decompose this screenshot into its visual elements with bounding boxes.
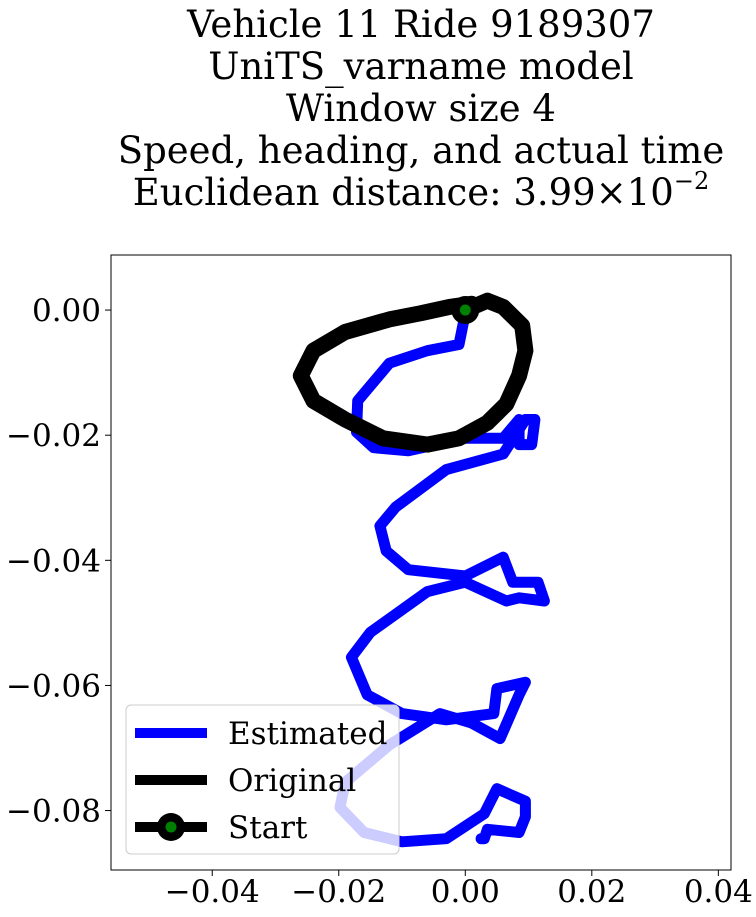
x-tick-label: 0.00: [431, 874, 500, 910]
y-tick-label: −0.06: [6, 668, 101, 704]
legend-start-marker-center: [165, 821, 177, 833]
legend-box: [125, 704, 400, 855]
distance-exponent: −2: [673, 167, 710, 195]
distance-mantissa: 3.99: [513, 171, 596, 214]
distance-times: ×: [595, 171, 627, 214]
legend-label-estimated: Estimated: [228, 716, 387, 752]
y-tick-label: −0.02: [6, 418, 101, 454]
x-tick-label: 0.04: [684, 874, 753, 910]
ticks-layer: −0.04 −0.02 0.00 0.02 0.04 0.00 −0.02 −0.04 −0.0…: [6, 293, 753, 910]
distance-prefix: Euclidean distance:: [132, 171, 514, 214]
title-line-4: Speed, heading, and actual time: [117, 129, 725, 172]
x-tick-label: 0.02: [557, 874, 626, 910]
legend: Estimated Original Start: [125, 704, 400, 855]
title-line-2: UniTS_varname model: [208, 45, 634, 88]
legend-label-original: Original: [228, 763, 356, 799]
start-marker-center: [459, 304, 471, 316]
axes-frame: [110, 254, 732, 871]
x-tick-label: −0.04: [165, 874, 260, 910]
y-tick-label: −0.04: [6, 543, 101, 579]
legend-label-start: Start: [228, 810, 308, 846]
y-tick-label: −0.08: [6, 794, 101, 830]
title-line-1: Vehicle 11 Ride 9189307: [187, 3, 655, 46]
x-tick-label: −0.02: [291, 874, 386, 910]
chart-title: Vehicle 11 Ride 9189307 UniTS_varname mo…: [0, 4, 756, 214]
y-tick-label: 0.00: [32, 293, 101, 329]
title-line-distance: Euclidean distance: 3.99×10−2: [0, 169, 756, 214]
title-line-3: Window size 4: [286, 87, 556, 130]
distance-base: 10: [626, 171, 674, 214]
series-line-original: [292, 292, 534, 453]
